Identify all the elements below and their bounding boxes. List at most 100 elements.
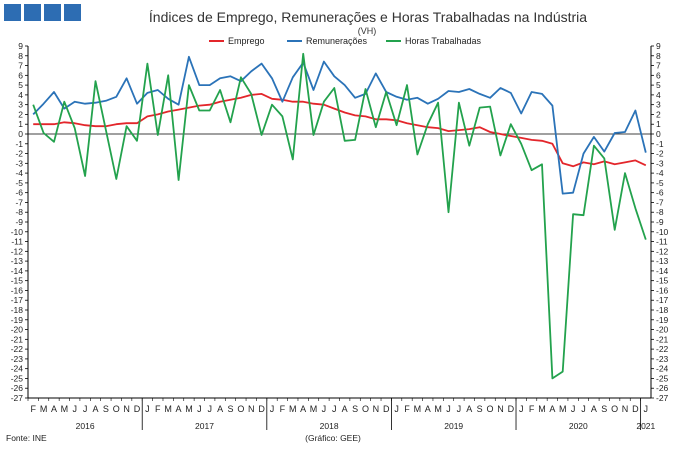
- x-month-label: M: [164, 404, 172, 414]
- y-tick-label-left: 4: [18, 90, 23, 100]
- x-month-label: M: [310, 404, 318, 414]
- y-tick-label-right: 3: [656, 100, 661, 110]
- y-tick-label-left: -12: [11, 246, 24, 256]
- x-month-label: N: [123, 404, 130, 414]
- legend-label: Remunerações: [306, 36, 368, 46]
- y-tick-label-left: -9: [15, 217, 23, 227]
- x-month-label: M: [40, 404, 48, 414]
- y-tick-label-right: 4: [656, 90, 661, 100]
- y-tick-label-right: -22: [656, 344, 669, 354]
- x-month-label: F: [280, 404, 286, 414]
- y-tick-label-right: -5: [656, 178, 664, 188]
- y-tick-label-left: 6: [18, 70, 23, 80]
- x-year-label: 2020: [569, 421, 588, 431]
- y-tick-label-right: -17: [656, 295, 669, 305]
- y-tick-label-left: -24: [11, 364, 24, 374]
- x-month-label: S: [352, 404, 358, 414]
- x-month-label: D: [383, 404, 390, 414]
- y-tick-label-left: -17: [11, 295, 24, 305]
- y-tick-label-right: -1: [656, 139, 664, 149]
- y-tick-label-left: -20: [11, 325, 24, 335]
- series-line-horas-trabalhadas: [32, 52, 647, 380]
- y-tick-label-right: -13: [656, 256, 669, 266]
- y-tick-label-right: -9: [656, 217, 664, 227]
- x-month-label: J: [207, 404, 212, 414]
- x-month-label: N: [497, 404, 504, 414]
- y-tick-label-right: -7: [656, 197, 664, 207]
- y-tick-label-right: 1: [656, 119, 661, 129]
- x-year-label: 2021: [636, 421, 655, 431]
- x-month-label: S: [227, 404, 233, 414]
- logo-square: [64, 4, 81, 21]
- chart-title: Índices de Emprego, Remunerações e Horas…: [149, 9, 587, 25]
- x-month-label: D: [508, 404, 515, 414]
- x-month-label: M: [559, 404, 567, 414]
- x-year-label: 2017: [195, 421, 214, 431]
- y-tick-label-left: 7: [18, 61, 23, 71]
- x-month-label: M: [61, 404, 69, 414]
- source-note: Fonte: INE: [6, 433, 47, 443]
- y-tick-label-right: -2: [656, 149, 664, 159]
- y-tick-label-left: -16: [11, 285, 24, 295]
- x-month-label: A: [342, 404, 348, 414]
- x-month-label: J: [332, 404, 337, 414]
- y-tick-label-left: 5: [18, 80, 23, 90]
- x-month-label: D: [632, 404, 639, 414]
- y-tick-label-right: -25: [656, 373, 669, 383]
- x-month-label: M: [414, 404, 422, 414]
- x-month-label: J: [197, 404, 202, 414]
- x-month-label: A: [176, 404, 182, 414]
- y-tick-label-right: 7: [656, 61, 661, 71]
- x-month-label: M: [289, 404, 297, 414]
- y-tick-label-right: -4: [656, 168, 664, 178]
- x-month-label: S: [601, 404, 607, 414]
- y-tick-label-right: 2: [656, 109, 661, 119]
- x-month-label: F: [529, 404, 535, 414]
- y-tick-label-right: -3: [656, 158, 664, 168]
- y-tick-label-left: 2: [18, 109, 23, 119]
- x-month-label: N: [622, 404, 629, 414]
- x-month-label: J: [571, 404, 576, 414]
- y-tick-label-right: -6: [656, 188, 664, 198]
- y-tick-label-right: 0: [656, 129, 661, 139]
- x-month-label: J: [145, 404, 150, 414]
- y-tick-label-left: -5: [15, 178, 23, 188]
- y-tick-label-left: -10: [11, 227, 24, 237]
- x-month-label: M: [185, 404, 193, 414]
- x-month-label: D: [258, 404, 265, 414]
- x-month-label: J: [457, 404, 462, 414]
- x-month-label: J: [644, 404, 649, 414]
- y-tick-label-left: -3: [15, 158, 23, 168]
- x-month-label: D: [134, 404, 141, 414]
- logo-square: [44, 4, 61, 21]
- y-tick-label-right: 6: [656, 70, 661, 80]
- x-month-label: A: [591, 404, 597, 414]
- y-tick-label-right: -8: [656, 207, 664, 217]
- y-tick-label-left: -6: [15, 188, 23, 198]
- x-month-label: J: [83, 404, 88, 414]
- x-month-label: J: [72, 404, 77, 414]
- x-month-label: A: [51, 404, 57, 414]
- y-tick-label-left: -26: [11, 383, 24, 393]
- x-month-label: J: [519, 404, 524, 414]
- y-tick-label-right: -10: [656, 227, 669, 237]
- y-tick-label-right: -18: [656, 305, 669, 315]
- y-tick-label-left: -22: [11, 344, 24, 354]
- legend-label: Emprego: [228, 36, 265, 46]
- y-tick-label-right: -12: [656, 246, 669, 256]
- x-month-label: A: [92, 404, 98, 414]
- series-line-remunera-es: [32, 55, 647, 195]
- y-tick-label-left: -23: [11, 354, 24, 364]
- y-tick-label-left: -27: [11, 393, 24, 403]
- x-month-label: J: [270, 404, 275, 414]
- x-month-label: F: [155, 404, 161, 414]
- y-tick-label-right: -16: [656, 285, 669, 295]
- y-tick-label-left: -11: [11, 237, 23, 247]
- x-month-label: O: [611, 404, 618, 414]
- y-tick-label-left: -13: [11, 256, 24, 266]
- y-tick-label-left: -2: [15, 149, 23, 159]
- x-month-label: M: [538, 404, 546, 414]
- x-month-label: A: [466, 404, 472, 414]
- y-tick-label-right: -26: [656, 383, 669, 393]
- y-tick-label-left: -4: [15, 168, 23, 178]
